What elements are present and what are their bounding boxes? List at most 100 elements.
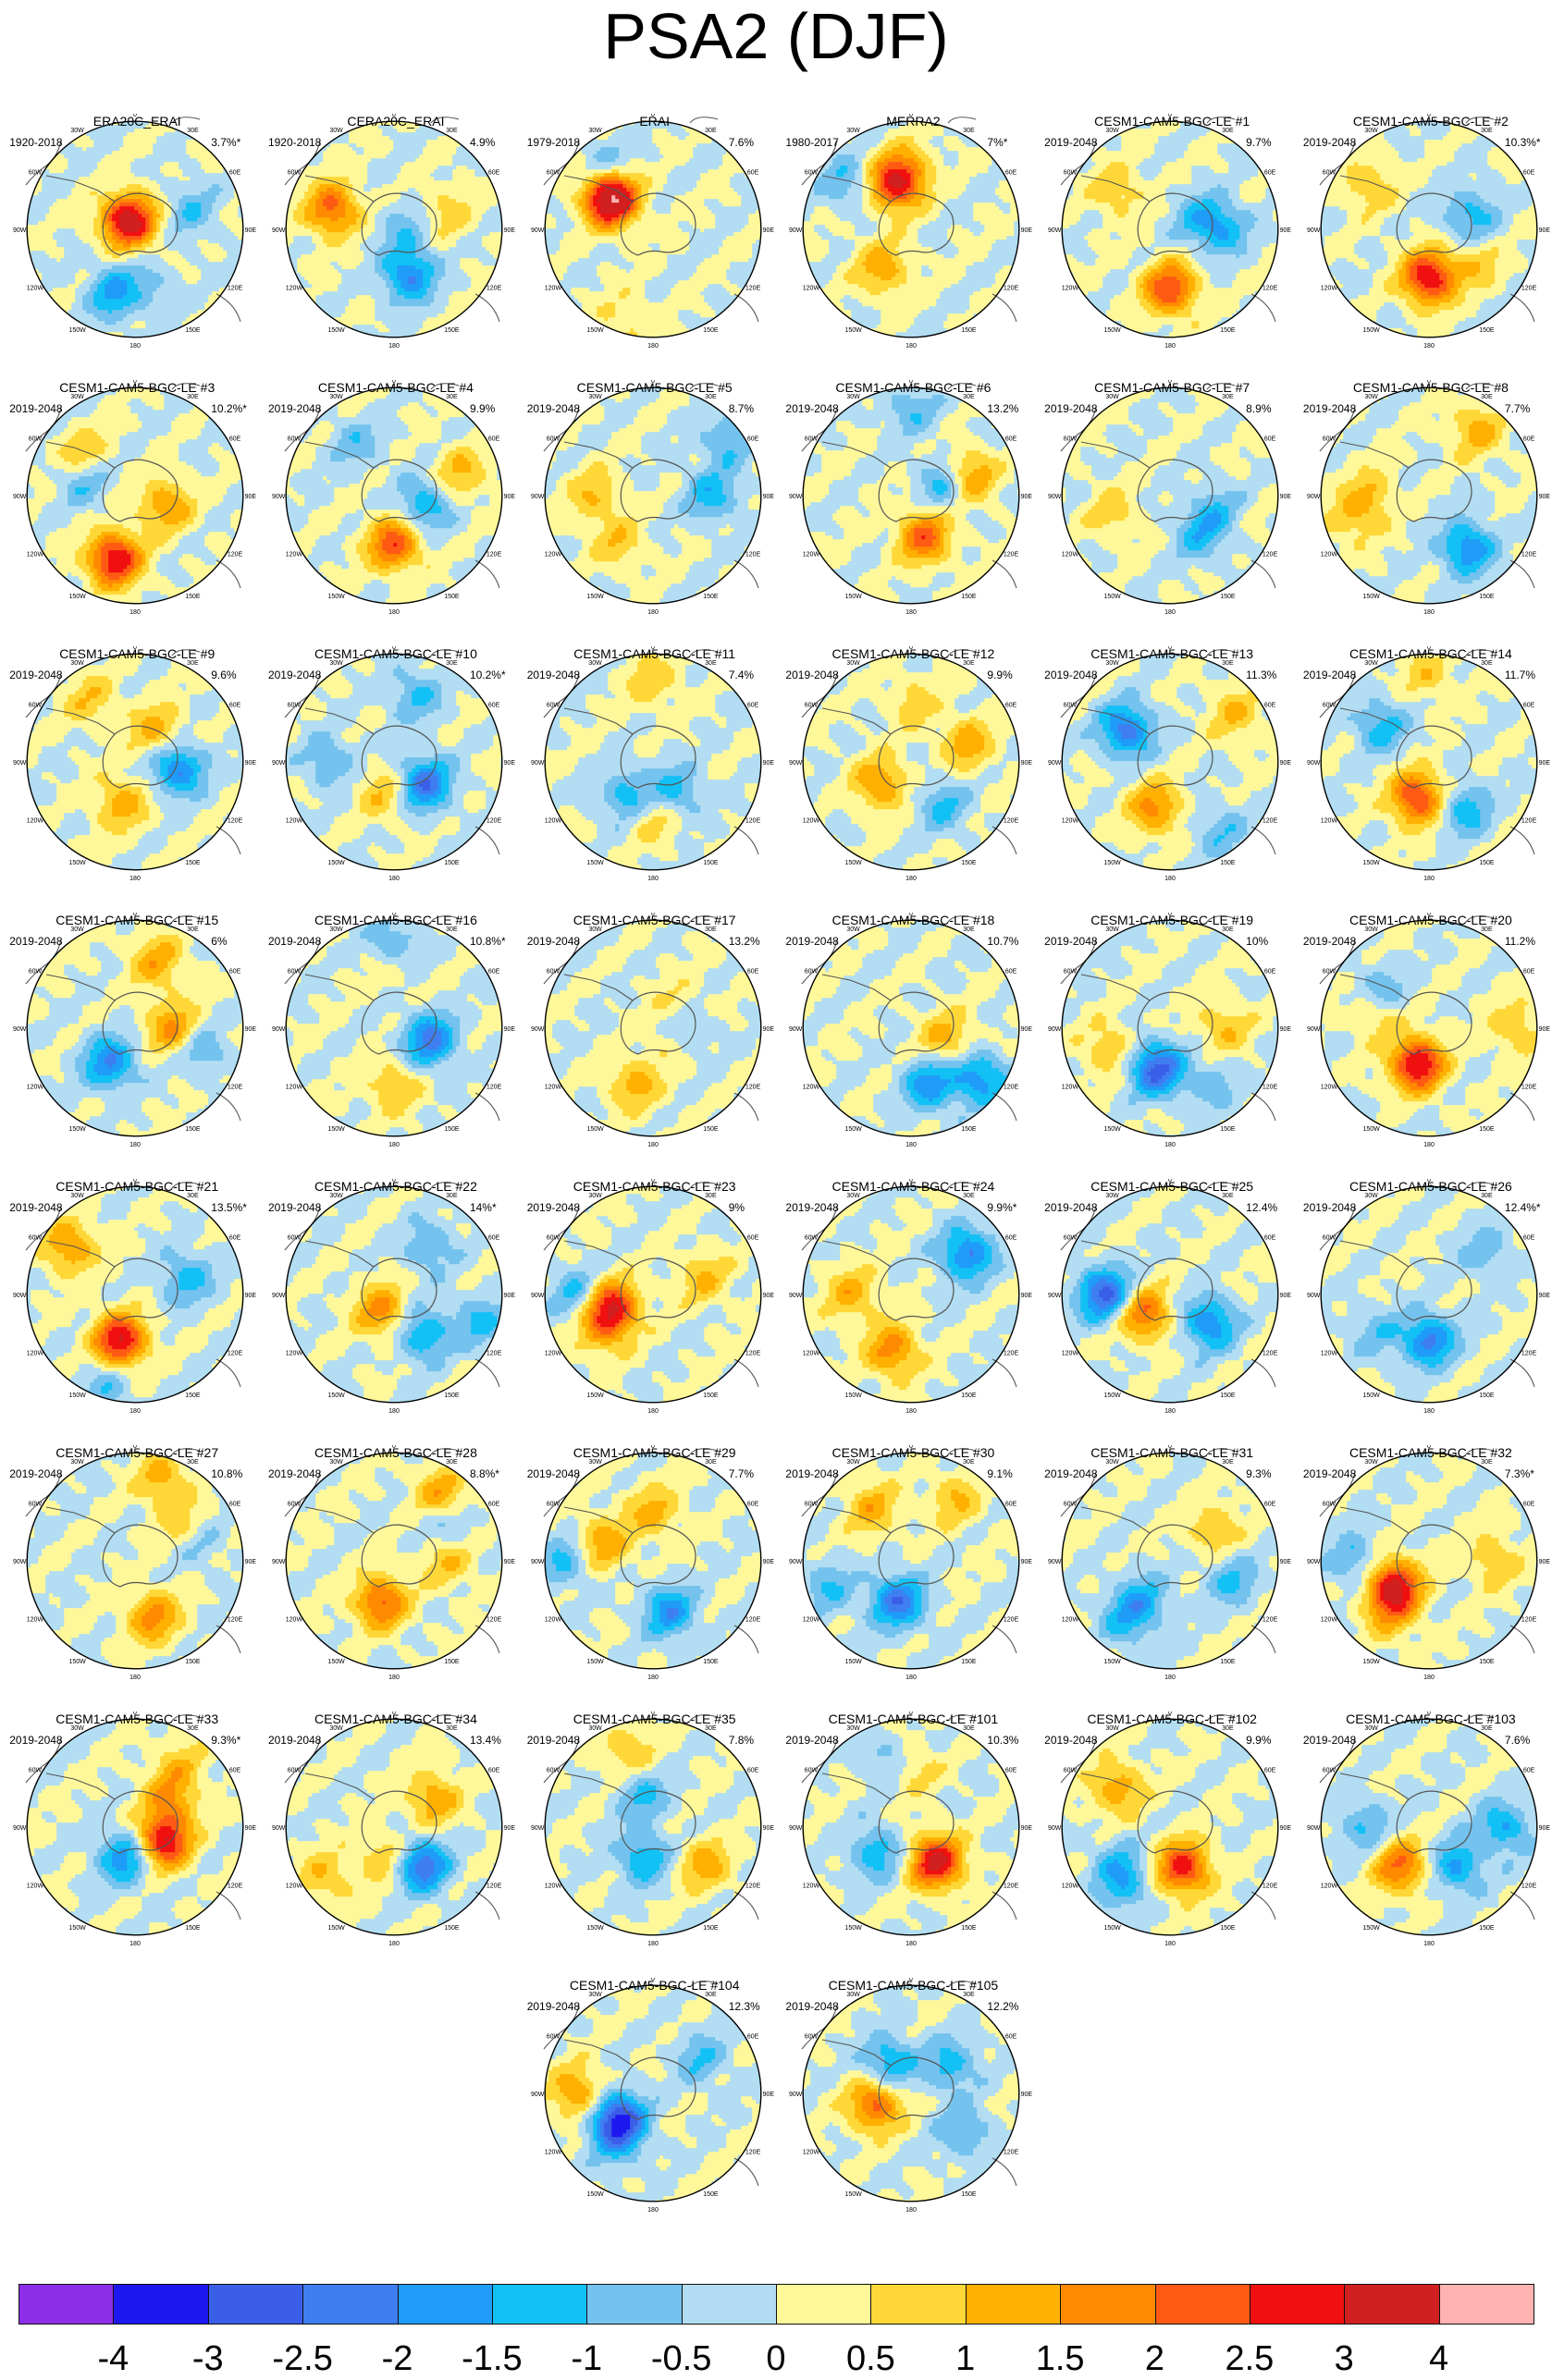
longitude-label: 120W	[27, 1351, 44, 1357]
longitude-label: 150E	[1479, 1925, 1495, 1932]
panel-title: CESM1-CAM5-BGC-LE #17	[525, 913, 784, 927]
longitude-label: 120W	[286, 818, 303, 825]
colorbar-tick-label: -3	[192, 2339, 224, 2378]
panel-variance-percent: 8.9%	[1246, 402, 1271, 415]
longitude-label: 150E	[1220, 1392, 1236, 1399]
longitude-label: 120W	[1062, 552, 1079, 558]
panel-title: CESM1-CAM5-BGC-LE #21	[7, 1179, 266, 1194]
colorbar-tick-label: 0	[766, 2339, 785, 2378]
longitude-label: 150E	[185, 1925, 201, 1932]
longitude-label: 150W	[586, 2191, 604, 2198]
panel-title: CESM1-CAM5-BGC-LE #26	[1301, 1179, 1552, 1194]
longitude-label: 150E	[1220, 1925, 1236, 1932]
longitude-label: 120E	[1004, 1085, 1019, 1091]
colorbar-tick-label: 3	[1335, 2339, 1354, 2378]
panel-title: CESM1-CAM5-BGC-LE #34	[266, 1711, 525, 1726]
panel-period: 2019-2048	[1303, 1201, 1356, 1214]
longitude-label: 90W	[1307, 1825, 1321, 1832]
panel-title: CESM1-CAM5-BGC-LE #102	[1042, 1711, 1301, 1726]
longitude-label: 60W	[546, 436, 560, 443]
longitude-label: 180	[388, 343, 400, 350]
longitude-label: 180	[1423, 876, 1435, 882]
panel-period: 2019-2048	[268, 669, 321, 681]
longitude-label: 150E	[1220, 1126, 1236, 1133]
longitude-label: 180	[129, 1408, 141, 1415]
map-panel: 0 30E 60E 90E 120E 150E 180 150W 120W 90W 60W 30W CE…	[7, 1445, 257, 1713]
longitude-label: 150E	[962, 1392, 978, 1399]
colorbar-box	[18, 2284, 114, 2325]
longitude-label: 180	[906, 609, 918, 616]
colorbar-tick-label: -1	[571, 2339, 602, 2378]
longitude-label: 60W	[546, 170, 560, 177]
longitude-label: 120E	[1004, 818, 1019, 825]
longitude-label: 120W	[544, 1085, 561, 1091]
longitude-label: 120E	[1521, 1085, 1537, 1091]
longitude-label: 150E	[703, 2191, 719, 2198]
longitude-label: 120E	[745, 2150, 761, 2156]
panel-title: CESM1-CAM5-BGC-LE #7	[1042, 380, 1301, 395]
longitude-label: 150W	[586, 1392, 604, 1399]
australia-coastline	[1510, 1626, 1534, 1653]
australia-coastline	[475, 1093, 499, 1121]
longitude-label: 90E	[1021, 227, 1033, 234]
panel-title: CESM1-CAM5-BGC-LE #2	[1301, 114, 1552, 129]
longitude-label: 120E	[1263, 1085, 1278, 1091]
map-panel: 0 30E 60E 90E 120E 150E 180 150W 120W 90W 60W 30W CE…	[266, 1179, 516, 1447]
panel-period: 2019-2048	[1044, 935, 1097, 948]
colorbar-tick-label: -0.5	[651, 2339, 711, 2378]
australia-coastline	[475, 827, 499, 854]
longitude-label: 180	[388, 609, 400, 616]
longitude-label: 150E	[703, 1126, 719, 1133]
longitude-label: 150W	[845, 1126, 863, 1133]
longitude-label: 150E	[185, 1392, 201, 1399]
colorbar-box	[870, 2284, 966, 2325]
longitude-label: 60W	[546, 703, 560, 709]
longitude-label: 120W	[1062, 286, 1079, 292]
longitude-label: 60W	[288, 1502, 302, 1508]
panel-period: 2019-2048	[1044, 136, 1097, 149]
colorbar	[18, 2284, 1534, 2326]
longitude-label: 60W	[29, 703, 43, 709]
colorbar-box	[1344, 2284, 1439, 2325]
panel-period: 2019-2048	[785, 1201, 838, 1214]
longitude-label: 180	[129, 876, 141, 882]
panel-title: CESM1-CAM5-BGC-LE #10	[266, 646, 525, 661]
longitude-label: 150E	[703, 1925, 719, 1932]
longitude-label: 120E	[1263, 552, 1278, 558]
panel-variance-percent: 14%*	[470, 1201, 497, 1214]
longitude-label: 60W	[288, 703, 302, 709]
longitude-label: 150E	[962, 2191, 978, 2198]
longitude-label: 90E	[1280, 1825, 1292, 1832]
map-panel: 0 30E 60E 90E 120E 150E 180 150W 120W 90W 60W 30W CE…	[525, 1179, 775, 1447]
panel-variance-percent: 9.7%	[1246, 136, 1271, 149]
panel-period: 2019-2048	[1303, 1734, 1356, 1747]
longitude-label: 180	[129, 343, 141, 350]
longitude-label: 150W	[1104, 594, 1122, 600]
longitude-label: 180	[1423, 1675, 1435, 1681]
longitude-label: 150E	[703, 594, 719, 600]
longitude-label: 90E	[504, 1293, 516, 1299]
longitude-label: 60W	[288, 170, 302, 177]
longitude-label: 150W	[586, 860, 604, 866]
longitude-label: 120W	[544, 1617, 561, 1624]
longitude-label: 150E	[1479, 1392, 1495, 1399]
longitude-label: 60W	[546, 1235, 560, 1242]
longitude-label: 180	[1423, 1408, 1435, 1415]
longitude-label: 90E	[1538, 1825, 1550, 1832]
longitude-label: 60E	[747, 2034, 759, 2041]
longitude-label: 120E	[1263, 1351, 1278, 1357]
longitude-label: 120W	[1321, 286, 1338, 292]
australia-coastline	[992, 1892, 1016, 1920]
longitude-label: 60W	[1323, 436, 1336, 443]
panel-variance-percent: 12.4%*	[1505, 1201, 1541, 1214]
longitude-label: 180	[906, 1675, 918, 1681]
